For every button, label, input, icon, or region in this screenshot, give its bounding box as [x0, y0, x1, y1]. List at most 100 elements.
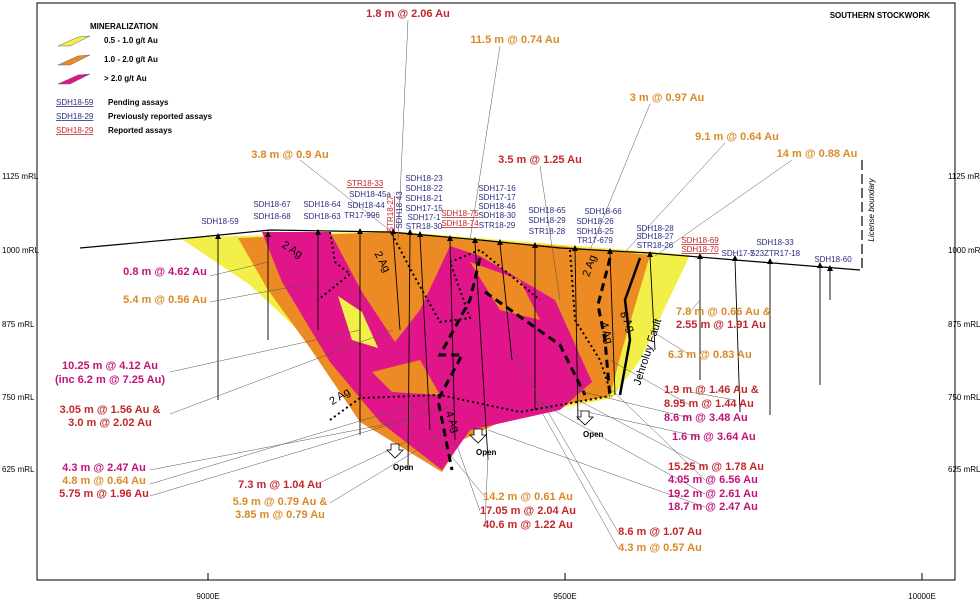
intercept: 1.8 m @ 2.06 Au	[366, 8, 450, 20]
hole-label: SDH18-74	[441, 219, 479, 228]
leader-line	[209, 261, 269, 277]
intercept: 10.25 m @ 4.12 Au	[62, 360, 158, 372]
elevation-label: 1000 mRL	[948, 246, 980, 255]
hole-label: STR18-27	[386, 195, 395, 232]
elevation-label: 1125 mRL	[948, 172, 980, 181]
intercept: 8.6 m @ 3.48 Au	[664, 412, 748, 424]
elevation-label: 625 mRL	[948, 465, 980, 474]
open-arrow	[469, 428, 487, 444]
hole-label: SDH17-7	[722, 249, 755, 258]
vein	[484, 290, 587, 396]
elevation-label: 875 mRL	[948, 320, 980, 329]
leader-line	[469, 45, 501, 241]
zone-mid	[372, 360, 440, 395]
intercept: 18.7 m @ 2.47 Au	[668, 501, 758, 513]
intercept: 3.0 m @ 2.02 Au	[68, 417, 152, 429]
leader-line	[654, 159, 793, 257]
intercept: 11.5 m @ 0.74 Au	[470, 34, 559, 46]
open-label: Open	[476, 448, 497, 457]
leader-line	[689, 299, 701, 313]
leader-line	[454, 439, 481, 512]
intercept: 4.05 m @ 6.56 Au	[668, 474, 758, 486]
elevation-label: 750 mRL	[2, 393, 35, 402]
hole-label: SDH17-1	[408, 213, 441, 222]
intercept: 15.25 m @ 1.78 Au	[668, 461, 764, 473]
contact	[317, 231, 352, 301]
intercept: 5.75 m @ 1.96 Au	[59, 488, 149, 500]
intercept: 8.95 m @ 1.44 Au	[664, 398, 754, 410]
open-arrow	[386, 443, 404, 459]
hole-label: SDH17-17	[478, 193, 516, 202]
legend-swatch	[57, 35, 91, 47]
hole-collar	[647, 251, 653, 257]
hole-collar	[390, 228, 396, 234]
hole-label: SDH18-45a	[349, 190, 391, 199]
hole-label: SDH18-68	[253, 212, 291, 221]
hole-label: SDH18-70	[681, 245, 719, 254]
leader-line	[534, 399, 706, 495]
hole-label: SDH18-27	[636, 232, 674, 241]
vein	[596, 257, 612, 399]
hole-label: STR18-30	[406, 222, 443, 231]
key-hole: SDH18-29	[56, 126, 94, 135]
leader-line	[397, 19, 409, 241]
mineralization	[180, 231, 690, 472]
key-label: Reported assays	[108, 126, 173, 135]
hole-collar	[447, 235, 453, 241]
hole-label: SDH18-63	[303, 212, 341, 221]
hole-collar	[357, 228, 363, 234]
hole-collar	[472, 237, 478, 243]
hole-label: SDH18-26	[576, 217, 614, 226]
hole-collar	[265, 231, 271, 237]
leader-line	[574, 389, 691, 419]
section-title: SOUTHERN STOCKWORK	[830, 11, 931, 20]
surface	[79, 229, 861, 271]
intercept: 3.5 m @ 1.25 Au	[498, 154, 582, 166]
zone-low	[338, 296, 378, 348]
leader-line	[169, 329, 394, 415]
hole-collar	[315, 229, 321, 235]
hole-label: SDH18-65	[528, 206, 566, 215]
hole-label: SDH18-67	[253, 200, 291, 209]
hole-label: SDH18-69	[681, 236, 719, 245]
open-arrow	[576, 410, 594, 426]
hole-label: SDH18-21	[405, 194, 443, 203]
hole-collar	[417, 231, 423, 237]
easting-label: 10000E	[908, 592, 936, 601]
elevation-label: 875 mRL	[2, 320, 35, 329]
hole-label: STR18-29	[479, 221, 516, 230]
intercept: 8.6 m @ 1.07 Au	[618, 526, 702, 538]
leader-line	[539, 165, 561, 301]
hole-collar	[827, 265, 833, 271]
leader-line	[484, 454, 489, 526]
key-label: Pending assays	[108, 98, 169, 107]
leader-line	[487, 429, 706, 508]
legend-swatch	[57, 73, 91, 85]
hole-label: STR18-28	[529, 227, 566, 236]
legend-label: 0.5 - 1.0 g/t Au	[104, 36, 158, 45]
leader-line	[609, 359, 691, 406]
elevation-label: 625 mRL	[2, 465, 35, 474]
leader-line	[149, 399, 431, 485]
intercept: 1.6 m @ 3.64 Au	[672, 431, 756, 443]
hole-collar	[697, 253, 703, 259]
legend-label: 1.0 - 2.0 g/t Au	[104, 55, 158, 64]
leader-line	[577, 399, 706, 468]
contact	[391, 233, 541, 324]
hole-collar	[817, 262, 823, 268]
hole-label: SDH18-29	[528, 216, 566, 225]
hole-collar	[572, 245, 578, 251]
leader-line	[329, 429, 451, 504]
hole-label: SDH18-75	[441, 209, 479, 218]
drill-hole	[419, 235, 431, 431]
intercept: 3.85 m @ 0.79 Au	[235, 509, 325, 521]
intercept: 17.05 m @ 2.04 Au	[480, 505, 576, 517]
hole-collar	[767, 258, 773, 264]
intercept: 5.4 m @ 0.56 Au	[123, 294, 207, 306]
hole-label: SDH18-23	[405, 174, 443, 183]
intercept: 9.1 m @ 0.64 Au	[695, 131, 779, 143]
legend-swatch	[57, 54, 91, 66]
intercept: 1.9 m @ 1.46 Au &	[664, 384, 759, 396]
intercept: 14 m @ 0.88 Au	[777, 148, 858, 160]
elevation-label: 750 mRL	[948, 393, 980, 402]
